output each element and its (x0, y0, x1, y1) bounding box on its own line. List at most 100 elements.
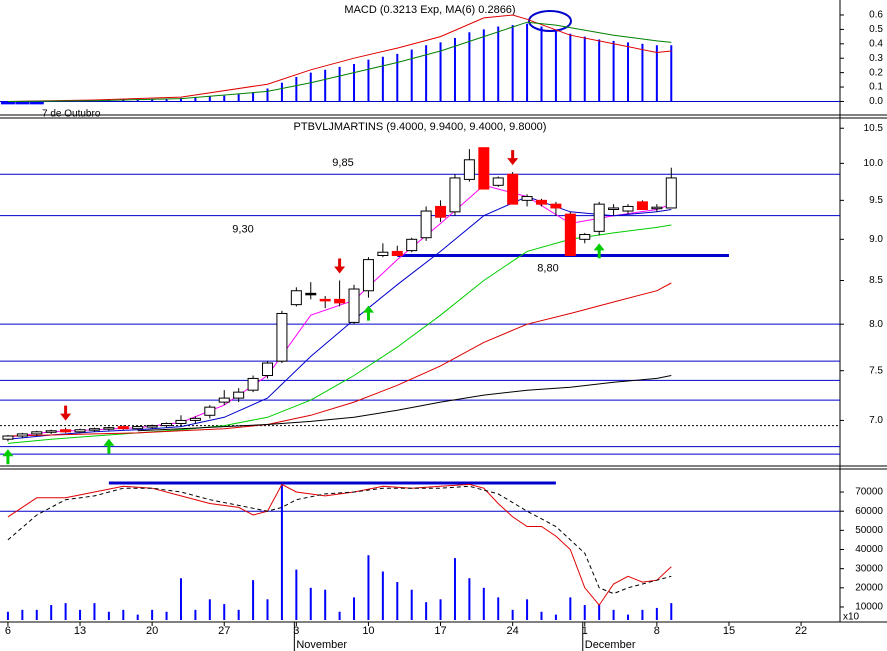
macd-title: MACD (0.3213 Exp, MA(6) 0.2866) (344, 4, 515, 16)
histogram-bar (453, 38, 456, 102)
volume-bar (367, 555, 370, 620)
volume-bar (136, 614, 139, 620)
histogram-bar (309, 72, 312, 102)
candle-body (492, 177, 504, 186)
candle-body (579, 234, 591, 240)
y-tick-label: 0.5 (869, 24, 883, 35)
volume-bar (266, 599, 269, 620)
volume-bar (280, 483, 283, 620)
histogram-bar (266, 88, 269, 102)
volume-bar (453, 558, 456, 620)
candle-body (608, 207, 620, 211)
buy-arrow (103, 438, 115, 454)
x-tick-label: 24 (507, 625, 519, 637)
candle-body (651, 206, 663, 210)
volume-bar (554, 614, 557, 620)
y-tick-label: 0.4 (869, 38, 883, 49)
histogram-bar (136, 99, 139, 102)
candle-body (60, 429, 72, 433)
histogram-bar (468, 32, 471, 102)
candle-body (276, 312, 288, 362)
volume-bar (35, 609, 38, 620)
histogram-bar (482, 29, 485, 102)
candle-body (290, 290, 302, 306)
histogram-bar (295, 76, 298, 102)
month-label: December (585, 639, 636, 651)
line (137, 375, 672, 432)
y-tick-label: 20000 (855, 582, 883, 593)
histogram-bar (208, 96, 211, 102)
volume-bar (50, 605, 53, 620)
volume-bar (497, 597, 500, 620)
volume-bar (223, 604, 226, 620)
candle-body (262, 362, 274, 377)
volume-bar (107, 611, 110, 620)
x-tick-label: 22 (795, 625, 807, 637)
histogram-bar (511, 25, 514, 102)
histogram-bar (526, 23, 529, 102)
histogram-bar (252, 92, 255, 102)
candle-body (175, 419, 187, 425)
candle-body (550, 203, 562, 209)
histogram-bar (64, 101, 67, 102)
histogram-bar (165, 98, 168, 102)
highlight-ellipse (528, 10, 572, 32)
volume-bar (179, 578, 182, 620)
candle-body (622, 205, 634, 212)
y-tick-label: 9.5 (869, 195, 883, 206)
histogram-bar (410, 49, 413, 102)
histogram-bar (425, 45, 428, 102)
volume-bar (655, 607, 658, 620)
y-tick-label: 10.0 (864, 158, 884, 169)
volume-bar (482, 587, 485, 620)
volume-bar (627, 614, 630, 620)
x-tick-label: 17 (434, 625, 446, 637)
histogram-bar (237, 94, 240, 102)
sell-arrow (507, 150, 519, 166)
candle-body (45, 430, 57, 433)
candle-body (348, 288, 360, 323)
histogram-bar (179, 97, 182, 102)
y-tick-label: 10000 (855, 602, 883, 613)
volume-bar (396, 582, 399, 620)
histogram-bar (194, 97, 197, 102)
candle-body (204, 406, 216, 416)
y-tick-label: 7.0 (869, 415, 883, 426)
histogram-bar (122, 99, 125, 102)
y-tick-label: 50000 (855, 525, 883, 536)
y-tick-label: 0.2 (869, 67, 883, 78)
candle-body (161, 423, 173, 427)
histogram-bar (29, 101, 44, 105)
volume-bar (381, 571, 384, 620)
candle-body (406, 238, 418, 252)
histogram-bar (50, 101, 53, 102)
y-tick-label: 0.3 (869, 53, 883, 64)
x-tick-label: 10 (362, 625, 374, 637)
volume-bar (295, 569, 298, 620)
histogram-bar (15, 101, 30, 105)
candle-body (218, 397, 230, 403)
volume-bar (569, 597, 572, 620)
volume-bar (641, 609, 644, 620)
histogram-bar (396, 53, 399, 102)
volume-bar (425, 602, 428, 620)
candle-body (117, 426, 129, 430)
histogram-bar (367, 59, 370, 102)
x-tick-label: 15 (723, 625, 735, 637)
histogram-bar (381, 56, 384, 102)
volume-bar (64, 603, 67, 620)
volume-bar (252, 580, 255, 620)
volume-bar (151, 609, 154, 620)
line (7, 14, 672, 102)
month-label: November (296, 639, 347, 651)
buy-arrow (362, 305, 374, 321)
buy-arrow (593, 243, 605, 259)
y-tick-label: 9.0 (869, 234, 883, 245)
candle-body (377, 251, 389, 257)
volume-bar (526, 599, 529, 620)
histogram-bar (670, 45, 673, 102)
x-tick-label: 13 (74, 625, 86, 637)
